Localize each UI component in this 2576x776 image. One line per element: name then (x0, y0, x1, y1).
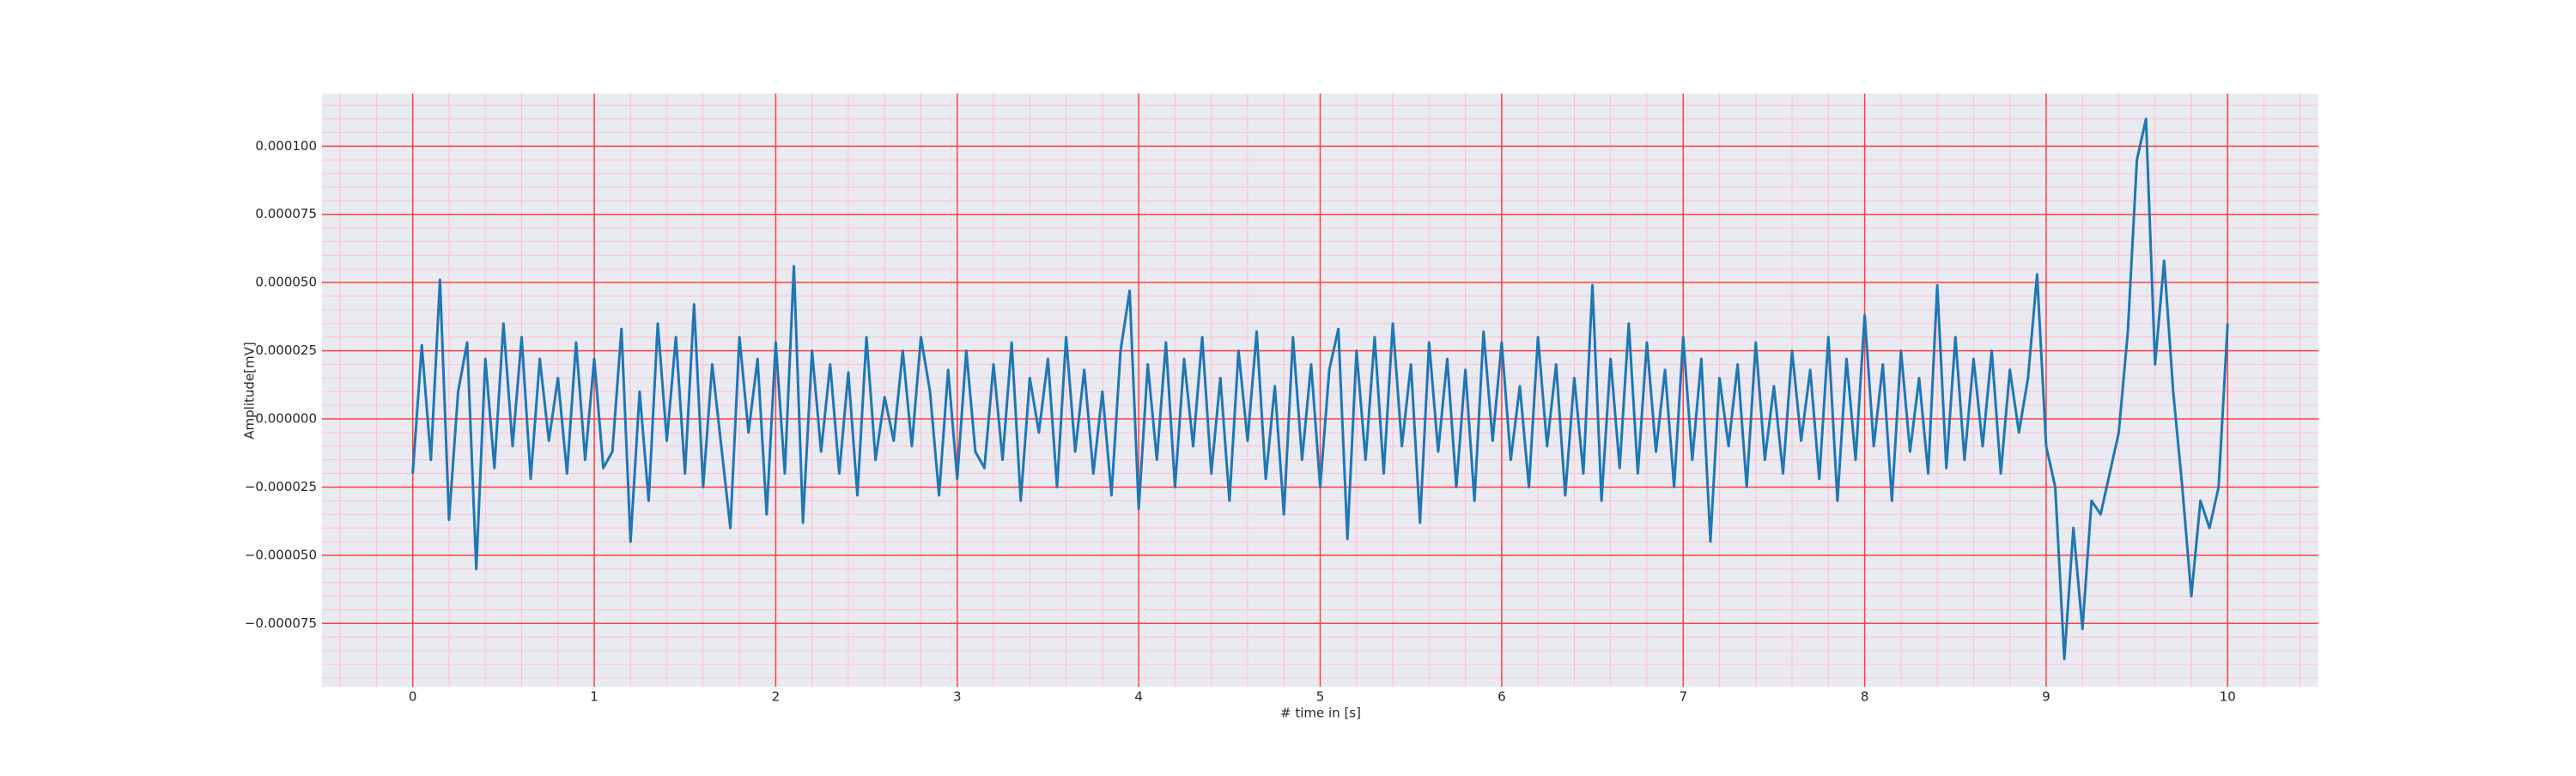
x-tick-label: 2 (772, 689, 781, 705)
y-tick-label: 0.000075 (255, 206, 317, 221)
x-tick-label: 1 (590, 689, 598, 705)
y-tick-label: −0.000025 (245, 479, 317, 494)
x-tick-label: 9 (2042, 689, 2050, 705)
y-tick-label: −0.000075 (245, 615, 317, 631)
y-tick-label: 0.000000 (255, 411, 317, 427)
y-axis-label: Amplitude[mV] (242, 342, 258, 439)
y-tick-label: 0.000025 (255, 343, 317, 358)
x-tick-label: 8 (1861, 689, 1869, 705)
x-tick-label: 0 (409, 689, 417, 705)
signal-line (411, 118, 2229, 661)
x-tick-label: 6 (1498, 689, 1506, 705)
x-tick-label: 3 (953, 689, 962, 705)
x-axis-label: # time in [s] (1280, 706, 1361, 721)
x-tick-label: 7 (1679, 689, 1687, 705)
y-tick-label: 0.000050 (255, 275, 317, 290)
y-tick-label: −0.000050 (245, 547, 317, 562)
x-tick-label: 5 (1316, 689, 1325, 705)
x-tick-label: 4 (1134, 689, 1143, 705)
x-tick-label: 10 (2220, 689, 2236, 705)
y-tick-label: 0.000100 (255, 138, 317, 154)
